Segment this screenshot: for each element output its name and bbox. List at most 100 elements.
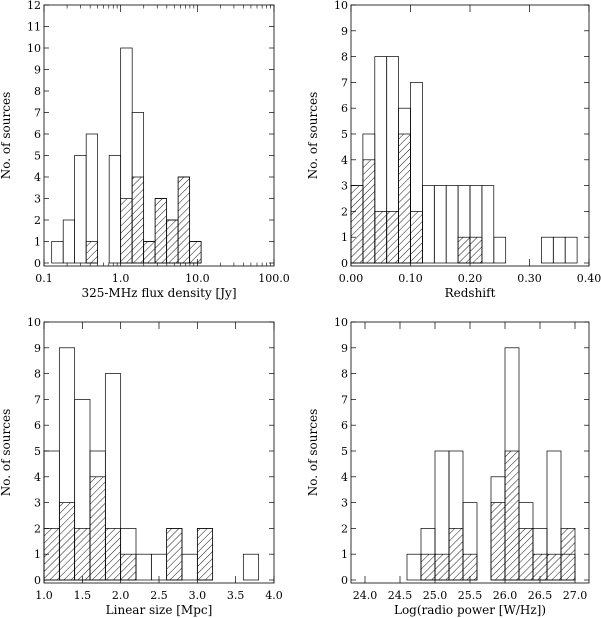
histogram-bar — [457, 236, 471, 264]
x-tick-label: 25.0 — [423, 589, 448, 602]
y-tick-label: 10 — [334, 316, 348, 329]
y-axis-label: No. of sources — [306, 92, 320, 179]
x-tick-label: 25.5 — [458, 589, 483, 602]
y-tick-label: 3 — [34, 193, 41, 206]
histogram-bar — [362, 159, 376, 264]
y-tick-label: 3 — [34, 497, 41, 510]
histogram-bar — [181, 553, 198, 581]
histogram-bar — [490, 502, 506, 581]
y-tick-label: 10 — [27, 316, 41, 329]
histogram-bar — [552, 236, 566, 264]
y-tick-label: 8 — [341, 51, 348, 64]
x-tick-label: 3.0 — [189, 589, 207, 602]
histogram-bar — [386, 211, 399, 264]
histogram-bar — [143, 241, 156, 264]
histogram-panel-2: 0 1 2 3 4 5 6 7 8 9 10 0.00 0.10 0.20 0.30 0.40 Redshift… — [306, 0, 601, 300]
x-tick-label: 4.0 — [265, 589, 283, 602]
y-tick-label: 9 — [34, 342, 41, 355]
y-tick-label: 8 — [34, 368, 41, 381]
histogram-bar — [374, 211, 388, 264]
histogram-bar — [120, 553, 137, 581]
plot-frame — [350, 321, 590, 584]
histogram-bar — [196, 528, 214, 581]
y-axis-label: No. of sources — [0, 409, 13, 496]
y-tick-label: 7 — [34, 107, 41, 120]
x-tick-label: 1.5 — [74, 589, 92, 602]
y-tick-label: 7 — [34, 393, 41, 406]
x-tick-label: 0.10 — [398, 272, 423, 285]
y-tick-label: 2 — [34, 214, 41, 227]
x-tick-label: 3.5 — [227, 589, 245, 602]
x-tick-label: 0.00 — [339, 272, 364, 285]
y-tick-label: 5 — [341, 445, 348, 458]
y-tick-label: 0 — [341, 257, 348, 270]
y-tick-label: 3 — [341, 497, 348, 510]
x-tick-label: 0.1 — [35, 272, 53, 285]
histogram-bar — [410, 211, 423, 264]
histogram-bar — [120, 198, 133, 264]
series-hatched — [43, 476, 214, 581]
histogram-panel-3: 0 1 2 3 4 5 6 7 8 9 10 1.0 1.5 2.0 2.5 3.0 3.5 4.0 Linear … — [0, 316, 283, 617]
y-tick-label: 1 — [34, 236, 41, 249]
y-tick-label: 5 — [341, 128, 348, 141]
histogram-bar — [445, 185, 459, 264]
histogram-bar — [58, 502, 76, 581]
x-tick-label: 24.5 — [388, 589, 413, 602]
x-tick-label: 26.5 — [528, 589, 553, 602]
y-tick-label: 2 — [34, 522, 41, 535]
y-tick-label: 11 — [27, 21, 41, 34]
x-axis-label: Redshift — [445, 286, 496, 300]
y-tick-label: 0 — [341, 574, 348, 587]
y-tick-label: 2 — [341, 522, 348, 535]
histogram-bar — [434, 553, 450, 581]
histogram-bar — [350, 185, 364, 264]
histogram-bar — [481, 185, 495, 264]
histogram-bar — [518, 528, 534, 581]
y-tick-label: 4 — [341, 154, 348, 167]
y-tick-label: 5 — [34, 150, 41, 163]
y-tick-label: 6 — [34, 128, 41, 141]
histogram-bar — [135, 553, 152, 581]
y-tick-label: 1 — [341, 231, 348, 244]
y-tick-label: 10 — [334, 0, 348, 12]
y-tick-label: 1 — [341, 548, 348, 561]
histogram-bar — [420, 553, 436, 581]
y-tick-label: 9 — [341, 25, 348, 38]
histogram-bar — [166, 219, 179, 264]
y-tick-label: 4 — [34, 471, 41, 484]
y-axis-label: No. of sources — [306, 409, 320, 496]
y-tick-label: 1 — [34, 548, 41, 561]
histogram-bar — [546, 553, 562, 581]
x-axis-label: Linear size [Mpc] — [106, 603, 213, 617]
histogram-bar — [104, 528, 122, 581]
y-tick-label: 9 — [34, 64, 41, 77]
x-tick-label: 2.0 — [112, 589, 130, 602]
histogram-bar — [469, 236, 483, 264]
x-tick-label: 0.20 — [458, 272, 483, 285]
y-tick-label: 3 — [341, 180, 348, 193]
x-tick-label: 100.0 — [258, 272, 290, 285]
histogram-bar — [166, 528, 183, 581]
y-tick-label: 5 — [34, 445, 41, 458]
histogram-bar — [541, 236, 554, 264]
x-tick-label: 24.0 — [353, 589, 378, 602]
histogram-bar — [189, 241, 202, 264]
y-tick-label: 2 — [341, 205, 348, 218]
histogram-bar — [242, 553, 260, 581]
y-tick-label: 4 — [341, 471, 348, 484]
y-tick-label: 6 — [34, 419, 41, 432]
y-tick-label: 8 — [34, 85, 41, 98]
histogram-bar — [85, 241, 99, 264]
histogram-panel-4: 0 1 2 3 4 5 6 7 8 9 10 24.0 24.5 25.0 25.5 26.0 26.5 27.0… — [306, 316, 590, 617]
x-tick-label: 1.0 — [35, 589, 53, 602]
x-tick-label: 27.0 — [563, 589, 588, 602]
x-axis-label: 325-MHz flux density [Jy] — [81, 286, 236, 300]
series-hatched — [85, 176, 202, 264]
x-tick-label: 26.0 — [493, 589, 518, 602]
histogram-bar — [89, 476, 106, 581]
histogram-bar — [108, 155, 122, 264]
x-tick-label: 0.40 — [577, 272, 601, 285]
histogram-bar — [154, 198, 168, 264]
x-tick-label: 2.5 — [150, 589, 168, 602]
